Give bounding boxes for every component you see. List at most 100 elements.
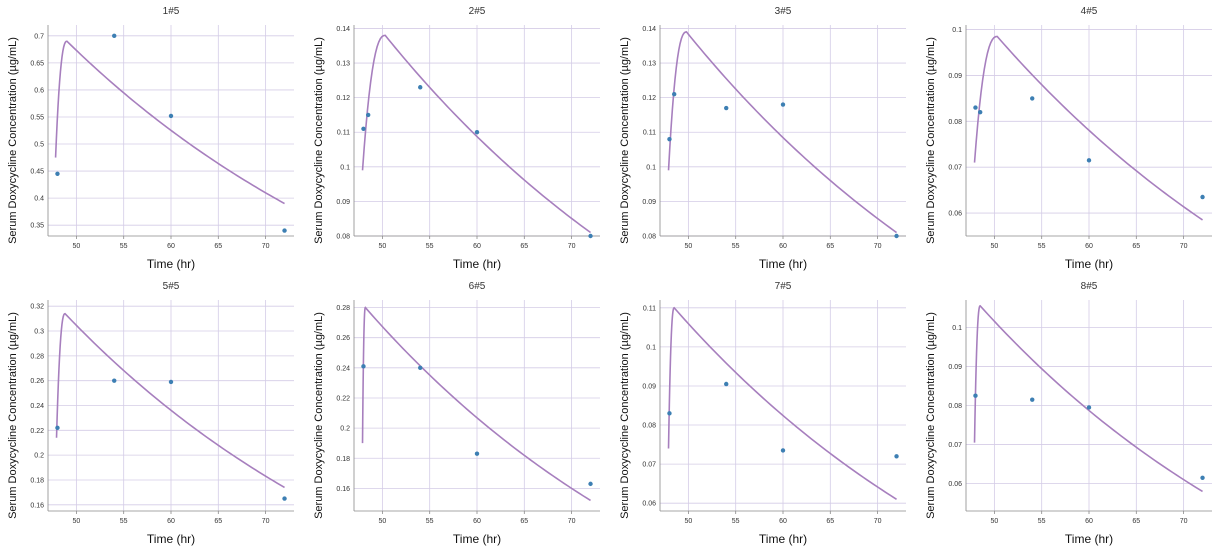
y-tick-label: 0.08 [948, 119, 962, 126]
y-tick-label: 0.6 [34, 87, 44, 94]
series-line-model [361, 34, 592, 234]
x-axis-label: Time (hr) [453, 257, 501, 271]
data-point [780, 448, 786, 453]
x-tick-label: 65 [1132, 518, 1140, 525]
y-tick-label: 0.16 [336, 486, 350, 493]
y-tick-label: 0.45 [30, 169, 44, 176]
x-tick-label: 50 [990, 243, 998, 250]
x-tick-label: 65 [826, 518, 834, 525]
data-point [418, 365, 423, 371]
chart-panel-8: 0.06 0.07 0.08 0.09 0.1 50 55 60 65 70 8#5 Time (hr… [918, 275, 1224, 550]
x-tick-label: 50 [72, 518, 80, 525]
y-tick-label: 0.65 [30, 60, 44, 67]
y-tick-label: 0.08 [336, 234, 350, 241]
y-tick-label: 0.14 [642, 26, 656, 33]
series-line-model [55, 312, 285, 489]
series-line-model [667, 306, 897, 500]
x-axis-label: Time (hr) [759, 257, 807, 271]
x-tick-label: 70 [1180, 243, 1188, 250]
data-point [1200, 194, 1205, 200]
y-tick-label: 0.1 [646, 164, 656, 171]
series-line-model [973, 35, 1203, 221]
chart-panel-4: 0.06 0.07 0.08 0.09 0.1 50 55 60 65 70 4#5 Time (hr… [918, 0, 1224, 275]
chart-title: 8#5 [1081, 281, 1098, 292]
x-tick-label: 50 [684, 243, 692, 250]
y-tick-label: 0.12 [336, 95, 350, 102]
chart-svg: 0.06 0.07 0.08 0.09 0.1 50 55 60 65 70 4#5 Time (hr… [925, 6, 1212, 271]
y-tick-label: 0.1 [952, 325, 962, 332]
x-tick-label: 65 [520, 518, 528, 525]
y-tick-label: 0.55 [30, 114, 44, 121]
x-tick-label: 55 [426, 243, 434, 250]
data-point [780, 102, 786, 107]
data-point [671, 91, 677, 97]
data-point [418, 85, 423, 90]
x-tick-label: 65 [214, 243, 222, 250]
y-tick-label: 0.08 [642, 423, 656, 430]
chart-title: 2#5 [469, 6, 486, 17]
chart-panel-3: 0.08 0.09 0.1 0.11 0.12 0.13 0.14 50 55 60 65 70 3#5… [612, 0, 918, 275]
x-tick-label: 70 [262, 518, 270, 525]
chart-svg: 0.35 0.4 0.45 0.5 0.55 0.6 0.65 0.7 50 55 60 65 70 1#… [7, 6, 294, 271]
x-tick-label: 55 [732, 243, 740, 250]
x-tick-label: 55 [1038, 518, 1046, 525]
x-tick-label: 70 [568, 518, 576, 525]
data-point [168, 379, 174, 385]
y-tick-label: 0.08 [642, 234, 656, 241]
y-tick-label: 0.09 [642, 383, 656, 390]
data-point [1086, 158, 1092, 163]
chart-panel-6: 0.16 0.18 0.2 0.22 0.24 0.26 0.28 50 55 60 65 70 6#5… [306, 275, 612, 550]
x-tick-label: 50 [72, 243, 80, 250]
x-tick-label: 60 [779, 243, 787, 250]
y-tick-label: 0.3 [34, 329, 44, 336]
data-point [667, 136, 672, 142]
x-axis-label: Time (hr) [147, 532, 195, 546]
y-tick-label: 0.07 [948, 165, 962, 172]
data-point [894, 233, 899, 239]
chart-title: 3#5 [775, 6, 792, 17]
y-tick-label: 0.1 [952, 27, 962, 34]
x-tick-label: 70 [874, 518, 882, 525]
y-tick-label: 0.32 [30, 304, 44, 311]
x-tick-label: 60 [473, 243, 481, 250]
y-tick-label: 0.2 [340, 426, 350, 433]
x-tick-label: 50 [378, 518, 386, 525]
y-axis-label: Serum Doxycycline Concentration (µg/mL) [7, 312, 19, 519]
y-tick-label: 0.22 [30, 428, 44, 435]
y-tick-label: 0.11 [643, 305, 656, 312]
x-tick-label: 50 [378, 243, 386, 250]
y-tick-label: 0.28 [336, 305, 350, 312]
chart-title: 5#5 [163, 281, 180, 292]
y-tick-label: 0.11 [643, 130, 656, 137]
data-point [724, 105, 729, 111]
y-tick-label: 0.35 [30, 223, 44, 230]
y-tick-label: 0.26 [336, 335, 350, 342]
y-axis-label: Serum Doxycycline Concentration (µg/mL) [925, 37, 937, 244]
data-point [168, 113, 174, 119]
x-tick-label: 70 [1180, 518, 1188, 525]
data-point [588, 233, 593, 239]
x-tick-label: 65 [520, 243, 528, 250]
data-point [112, 378, 117, 383]
y-tick-label: 0.09 [336, 199, 350, 206]
x-tick-label: 65 [826, 243, 834, 250]
y-tick-label: 0.18 [336, 456, 350, 463]
x-tick-label: 60 [1085, 518, 1093, 525]
chart-panel-2: 0.08 0.09 0.1 0.11 0.12 0.13 0.14 50 55 60 65 70 2#5… [306, 0, 612, 275]
chart-svg: 0.08 0.09 0.1 0.11 0.12 0.13 0.14 50 55 60 65 70 2#5… [313, 6, 600, 271]
y-tick-label: 0.09 [642, 199, 656, 206]
data-point [724, 381, 729, 387]
data-point [55, 171, 60, 176]
data-point [894, 454, 899, 459]
data-point [55, 425, 60, 431]
x-tick-label: 60 [779, 518, 787, 525]
data-point [282, 496, 287, 501]
x-tick-label: 65 [214, 518, 222, 525]
x-tick-label: 70 [874, 243, 882, 250]
chart-svg: 0.16 0.18 0.2 0.22 0.24 0.26 0.28 0.3 0.32 50 55 60… [7, 281, 294, 546]
y-tick-label: 0.06 [642, 501, 656, 508]
data-point [474, 451, 480, 456]
x-axis-label: Time (hr) [759, 532, 807, 546]
x-tick-label: 55 [120, 518, 128, 525]
